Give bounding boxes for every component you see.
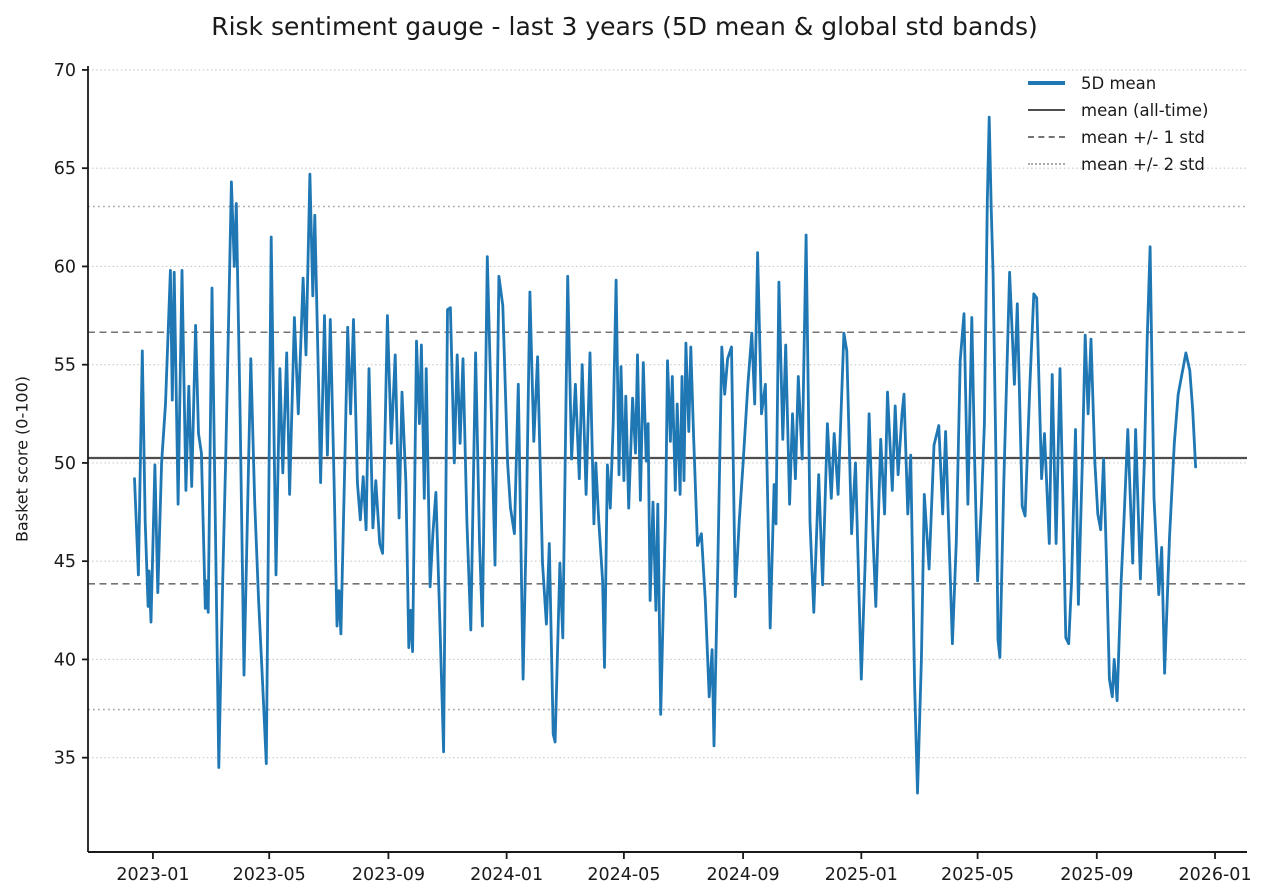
legend-line-1std-icon	[1028, 136, 1065, 138]
legend-line-5d-mean-icon	[1028, 81, 1065, 85]
legend-label: mean +/- 2 std	[1081, 154, 1205, 174]
y-tick-label: 70	[54, 61, 76, 81]
x-tick-label: 2025-05	[941, 865, 1014, 885]
legend-item-mean-1std: mean +/- 1 std	[1028, 126, 1208, 148]
y-axis-ticks: 35 40 45 50 55 60 65 70	[54, 61, 88, 769]
y-tick-label: 35	[54, 749, 76, 769]
chart-title: Risk sentiment gauge - last 3 years (5D …	[211, 12, 1038, 41]
x-tick-label: 2023-05	[233, 865, 306, 885]
legend-item-5d-mean: 5D mean	[1028, 72, 1208, 94]
y-tick-label: 50	[54, 454, 76, 474]
x-tick-label: 2024-09	[707, 865, 780, 885]
y-tick-label: 40	[54, 650, 76, 670]
x-tick-label: 2026-01	[1178, 865, 1251, 885]
x-tick-label: 2023-01	[116, 865, 189, 885]
x-axis-ticks: 2023-01 2023-05 2023-09 2024-01 2024-05 2024-…	[116, 852, 1252, 885]
x-tick-label: 2024-05	[587, 865, 660, 885]
x-tick-label: 2025-09	[1060, 865, 1133, 885]
x-tick-label: 2023-09	[352, 865, 425, 885]
x-tick-label: 2024-01	[470, 865, 543, 885]
legend-label: mean (all-time)	[1081, 100, 1209, 120]
series-line	[133, 115, 1197, 795]
series-5d-mean	[133, 115, 1197, 795]
legend-item-mean-2std: mean +/- 2 std	[1028, 153, 1208, 175]
y-tick-label: 45	[54, 552, 76, 572]
legend-line-2std-icon	[1028, 163, 1065, 165]
legend: 5D mean mean (all-time) mean +/- 1 std m…	[1028, 72, 1208, 175]
y-tick-label: 65	[54, 159, 76, 179]
legend-label: mean +/- 1 std	[1081, 127, 1205, 147]
y-tick-label: 60	[54, 257, 76, 277]
legend-label: 5D mean	[1081, 73, 1157, 93]
legend-line-mean-icon	[1028, 109, 1065, 111]
y-tick-label: 55	[54, 356, 76, 376]
x-tick-label: 2025-01	[825, 865, 898, 885]
axes-spines	[87, 66, 1247, 853]
legend-item-mean-all-time: mean (all-time)	[1028, 99, 1208, 121]
